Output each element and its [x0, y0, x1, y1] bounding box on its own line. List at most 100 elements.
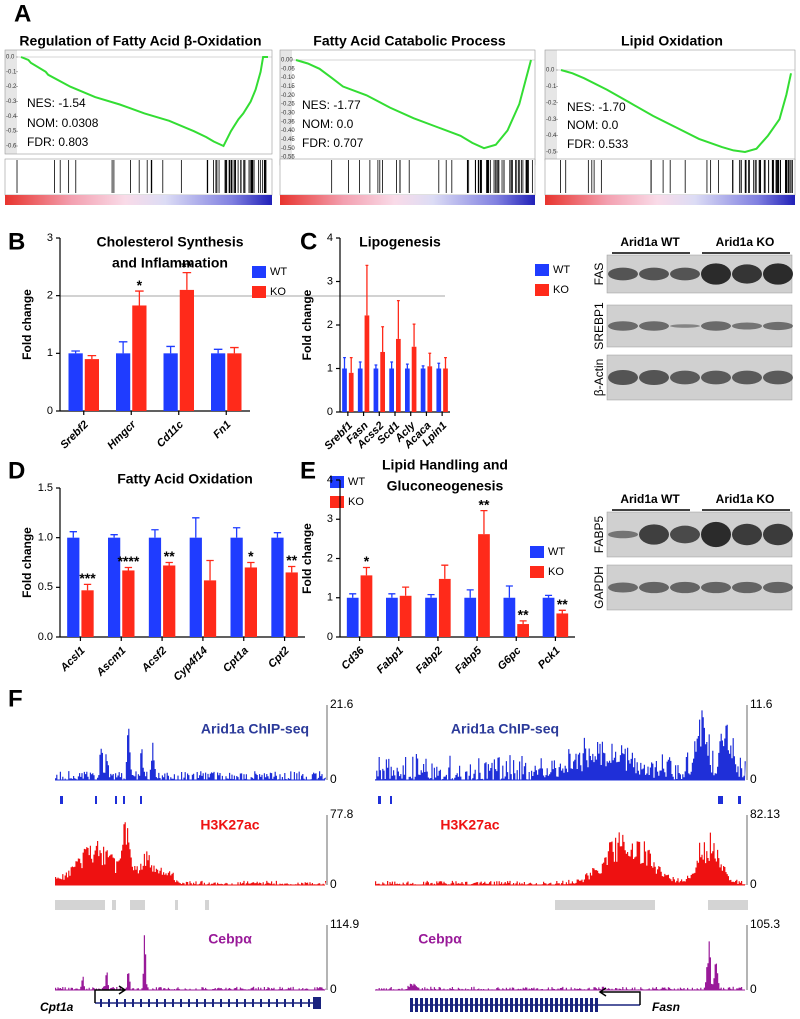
peak-call — [123, 796, 125, 804]
bar — [203, 580, 217, 637]
blot-band — [732, 264, 762, 284]
panel-letter: B — [8, 228, 25, 255]
panel-letter: E — [300, 457, 316, 484]
x-tick-label: Cd36 — [339, 644, 367, 672]
legend-label: KO — [553, 284, 569, 296]
scale-max: 114.9 — [330, 917, 359, 931]
exon — [410, 998, 413, 1012]
error-bar — [343, 356, 346, 369]
error-bar — [390, 361, 394, 369]
blot-lane-label: GAPDH — [592, 566, 606, 609]
exon — [535, 998, 538, 1012]
track-label: Cebpα — [208, 931, 252, 947]
enrichment-curve — [20, 56, 268, 148]
blot-band — [763, 523, 793, 546]
exon — [465, 998, 468, 1012]
exon — [415, 998, 418, 1012]
exon — [188, 999, 190, 1007]
bar — [425, 597, 437, 637]
chart-title: Gluconeogenesis — [387, 478, 504, 494]
enhancer-region — [175, 900, 178, 910]
bar — [364, 315, 370, 412]
y-tick-label: 0.0 — [38, 631, 53, 643]
bar — [380, 351, 385, 412]
y-axis-label: Fold change — [20, 527, 34, 598]
exon — [530, 998, 533, 1012]
bar — [405, 368, 410, 412]
scale-min: 0 — [750, 877, 757, 891]
bar — [342, 368, 347, 412]
annotation: NES: -1.77 — [302, 98, 361, 112]
error-bar — [466, 589, 474, 598]
plot-frame — [4, 49, 273, 155]
blot-group: Arid1a WT — [620, 235, 680, 249]
peak-call — [140, 796, 142, 804]
exon — [172, 999, 174, 1007]
enhancer-region — [708, 900, 748, 910]
y-tick-label: 4 — [327, 232, 333, 244]
y-tick-label: 3 — [327, 513, 333, 525]
exon — [575, 998, 578, 1012]
error-bar — [110, 534, 118, 538]
exon — [284, 999, 286, 1007]
bar — [348, 372, 354, 412]
error-bar — [135, 290, 144, 306]
exon — [252, 999, 254, 1007]
exon — [555, 998, 558, 1012]
y-tick-label: -0.20 — [281, 93, 295, 99]
scale-min: 0 — [750, 982, 757, 996]
chart-title: Fatty Acid Oxidation — [117, 471, 253, 487]
signal-track — [375, 710, 746, 780]
track-label: Arid1a ChIP-seq — [451, 721, 559, 737]
y-tick-label: -0.40 — [281, 128, 295, 134]
error-bar — [273, 532, 282, 538]
y-tick-label: 0.0 — [546, 68, 555, 74]
x-tick-label: Hmgcr — [105, 418, 139, 452]
y-axis-label: Fold change — [300, 523, 314, 594]
y-tick-label: 0 — [47, 405, 53, 417]
scale-min: 0 — [750, 772, 757, 786]
bar — [360, 575, 373, 637]
x-tick-label: Acsf2 — [139, 645, 169, 675]
y-tick-label: 1 — [327, 362, 333, 374]
exon — [164, 999, 166, 1007]
exon — [430, 998, 433, 1012]
legend-label: KO — [348, 496, 364, 508]
rank-bar — [545, 195, 795, 205]
bar — [438, 578, 451, 637]
hits-frame — [279, 158, 536, 196]
blot-band — [608, 582, 638, 593]
error-bar — [374, 364, 378, 369]
chart-title: Lipid Handling and — [382, 457, 508, 473]
error-bar — [230, 346, 239, 354]
exon — [300, 999, 302, 1007]
error-bar — [192, 517, 200, 538]
y-tick-label: -0.2 — [6, 84, 17, 90]
error-bar — [213, 348, 223, 354]
chart-title: Regulation of Fatty Acid β-Oxidation — [19, 33, 261, 49]
error-bar — [396, 299, 400, 339]
legend-swatch — [530, 546, 544, 558]
peak-call — [390, 796, 392, 804]
track-label: H3K27ac — [200, 817, 259, 833]
y-tick-label: 1 — [47, 347, 53, 359]
peak-call — [738, 796, 741, 804]
exon — [515, 998, 518, 1012]
blot-band — [608, 369, 638, 386]
y-tick-label: -0.5 — [546, 150, 557, 156]
error-bar — [166, 345, 175, 354]
chart-title: Fatty Acid Catabolic Process — [313, 33, 506, 49]
bar — [285, 572, 298, 637]
enhancer-region — [555, 900, 655, 910]
blot-band — [670, 370, 700, 385]
blot-lane-label: FAS — [592, 263, 606, 286]
exon — [455, 998, 458, 1012]
annotation: FDR: 0.803 — [27, 135, 89, 149]
exon — [308, 999, 310, 1007]
exon — [500, 998, 503, 1012]
error-bar — [545, 594, 553, 598]
chart-title: and Inflammation — [112, 255, 228, 271]
blot-band — [670, 267, 700, 281]
blot-group: Arid1a KO — [716, 235, 775, 249]
